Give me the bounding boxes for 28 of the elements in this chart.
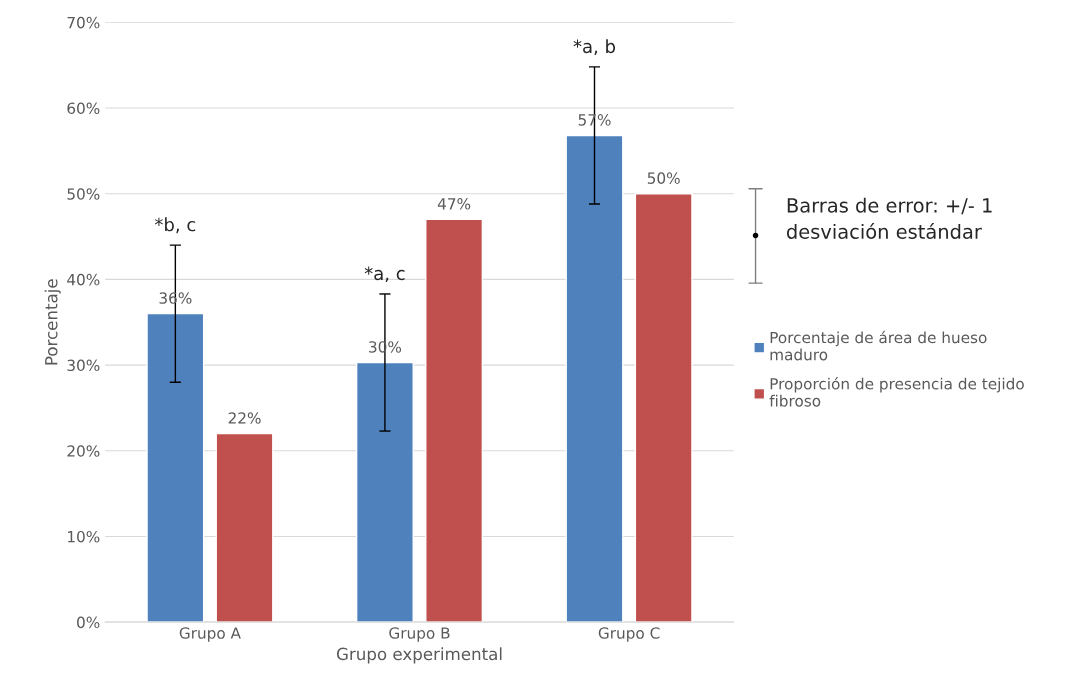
data-label: 22% <box>228 412 261 424</box>
y-tick-label: 60% <box>67 102 100 115</box>
y-tick-label: 30% <box>67 359 100 372</box>
bar <box>215 432 274 623</box>
bar <box>355 361 414 623</box>
y-tick-label: 40% <box>67 273 100 286</box>
x-axis-title: Grupo experimental <box>336 647 502 664</box>
text: Barras de error: +/- 1 desviación estándar <box>786 197 992 239</box>
bar <box>146 312 205 623</box>
y-tick-label: 0% <box>77 616 100 629</box>
annotation: *a, c <box>364 266 405 283</box>
bar <box>425 218 484 623</box>
y-tick-label: 70% <box>67 16 100 29</box>
x-tick-label: Grupo B <box>389 627 450 642</box>
y-tick-label: 20% <box>67 445 100 457</box>
annotation: *a, b <box>573 39 616 55</box>
bar <box>634 193 693 623</box>
data-label: 47% <box>437 198 471 210</box>
y-tick-label: 10% <box>68 530 100 543</box>
x-tick-label: Grupo C <box>598 627 660 642</box>
legend-label: Porcentaje de área de hueso maduro <box>770 330 987 361</box>
annotation: *b, c <box>154 217 196 234</box>
data-label: 50% <box>647 172 680 184</box>
y-axis-title: Porcentaje <box>44 279 61 365</box>
x-tick-label: Grupo A <box>179 627 241 642</box>
bar <box>565 134 624 623</box>
y-tick-label: 50% <box>67 188 100 200</box>
legend-label: Proporción de presencia de tejido fibroso <box>769 377 1024 407</box>
